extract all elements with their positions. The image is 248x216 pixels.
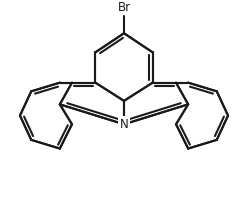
Text: N: N [120,118,128,131]
Text: Br: Br [118,1,130,14]
